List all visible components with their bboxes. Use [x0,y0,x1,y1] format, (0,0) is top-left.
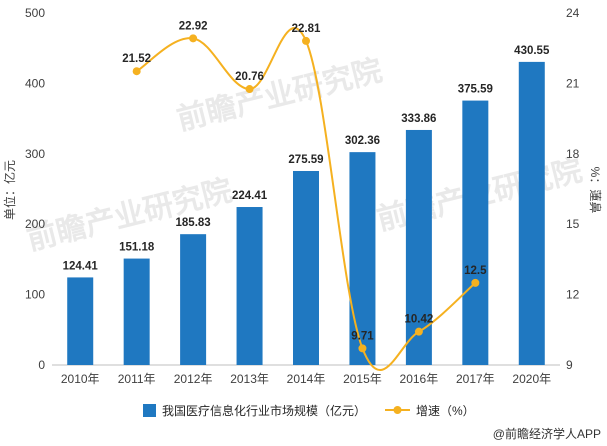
bar [293,170,319,365]
growth-point [189,34,198,43]
bar [462,100,489,365]
x-tick-label: 2015年 [343,372,382,386]
x-tick-labels: 2010年 2011年 2012年 2013年 2014年 2015年 2016年 2017年… [61,372,551,386]
bar-value-label: 185.83 [176,217,211,229]
bar [236,207,263,365]
bar [123,258,150,365]
left-y-tick: 200 [25,217,45,231]
growth-value-label: 9.71 [351,330,374,342]
bar-series [67,61,545,366]
legend: 我国医疗信息化行业市场规模（亿元） 增速（%） [143,403,475,418]
legend-line-label: 增速（%） [416,404,475,418]
left-y-tick: 500 [25,6,45,20]
growth-point [471,278,480,287]
x-tick-label: 2014年 [287,372,326,386]
bar-value-label: 224.41 [232,190,268,202]
watermark-text: 前瞻产业研究院 [173,53,385,137]
right-y-ticks: 9 12 15 18 21 24 [566,6,580,372]
growth-point [132,67,141,76]
legend-bar-label: 我国医疗信息化行业市场规模（亿元） [162,403,366,418]
x-tick-label: 2017年 [456,372,495,386]
growth-point [302,36,310,45]
left-y-tick: 100 [25,288,45,302]
credit-text: @前瞻经济学人APP [493,426,601,441]
bar-value-label: 430.55 [514,45,550,57]
growth-value-label: 22.92 [179,20,208,32]
bar [349,152,376,365]
growth-point [245,85,254,94]
left-y-tick: 300 [25,147,45,161]
growth-line-series [132,27,480,371]
bar-value-label: 375.59 [458,84,493,96]
x-tick-label: 2010年 [61,372,100,386]
growth-value-labels: 21.52 22.92 20.76 22.81 9.71 10.42 12.5 [122,20,487,342]
right-y-tick: 24 [566,6,580,20]
left-axis-title: 单位：亿元 [2,160,17,220]
bar [180,234,207,365]
x-tick-label: 2020年 [512,372,551,386]
growth-value-label: 10.42 [404,314,433,326]
bar-value-label: 124.41 [63,260,99,272]
bar [67,277,94,365]
x-tick-label: 2016年 [400,372,439,386]
legend-line-marker [393,406,402,414]
left-y-tick: 400 [25,76,45,90]
growth-value-label: 22.81 [292,23,321,35]
growth-value-label: 20.76 [235,71,264,83]
bar-value-label: 333.86 [401,113,436,125]
bar-value-label: 302.36 [345,135,380,147]
right-y-tick: 9 [566,358,573,372]
x-tick-label: 2011年 [118,372,156,386]
bar-value-labels: 124.41 151.18 185.83 224.41 275.59 302.36 333.… [63,45,550,273]
bar-value-label: 151.18 [119,242,155,254]
right-axis-title: %：蓮鼻 [588,167,603,214]
right-y-tick: 12 [566,288,580,302]
growth-value-label: 12.5 [464,265,487,277]
bar-value-label: 275.59 [288,154,323,166]
left-y-ticks: 0 100 200 300 400 500 [25,6,45,372]
x-tick-label: 2013年 [230,372,269,386]
growth-line [136,27,476,371]
x-tick-label: 2012年 [174,372,213,386]
left-y-tick: 0 [38,358,45,372]
bar [518,61,545,366]
growth-value-label: 21.52 [122,53,151,65]
right-y-tick: 18 [566,147,580,161]
right-y-tick: 21 [566,76,580,90]
legend-bar-swatch [143,404,156,417]
right-y-tick: 15 [566,217,580,231]
growth-point [414,327,423,336]
growth-point [358,344,367,353]
